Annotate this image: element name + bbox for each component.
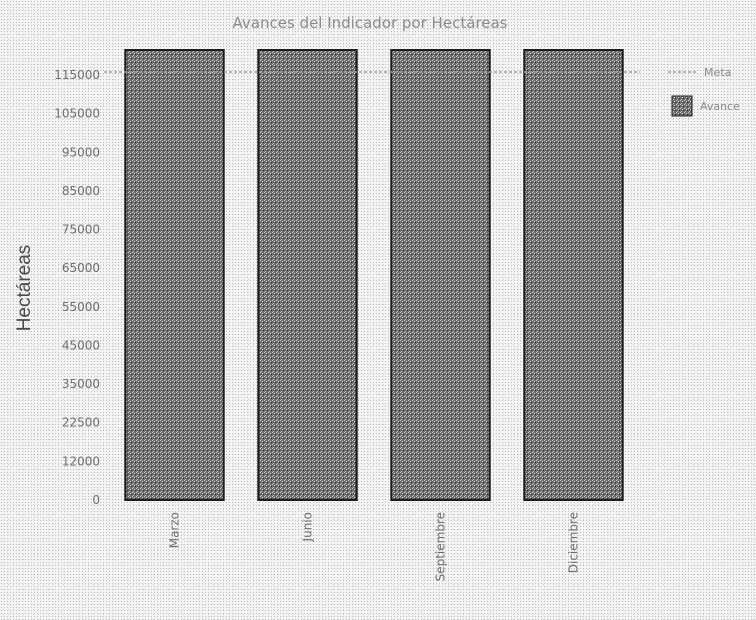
bar [523, 49, 624, 501]
y-tick-label: 35000 [62, 377, 100, 391]
bar [257, 49, 358, 501]
bar [390, 49, 491, 501]
y-tick-label: 85000 [62, 184, 100, 198]
legend: Meta Avance [668, 66, 740, 117]
y-tick-label: 45000 [62, 338, 100, 352]
y-tick-label: 95000 [62, 145, 100, 159]
x-axis-ticks: Marzo Junio Septiembre Diciembre [168, 512, 581, 581]
legend-avance-label: Avance [700, 100, 740, 113]
legend-meta-label: Meta [704, 66, 731, 79]
y-axis-ticks: 0 12000 22500 35000 45000 55000 65000 75000 8500… [54, 68, 100, 507]
y-tick-label: 105000 [54, 107, 100, 121]
y-tick-label: 55000 [62, 300, 100, 314]
y-tick-label: 115000 [54, 68, 100, 82]
chart-title: Avances del Indicador por Hectáreas [233, 14, 508, 32]
y-tick-label: 0 [92, 493, 100, 507]
y-tick-label: 12000 [62, 454, 100, 468]
y-tick-label: 22500 [62, 416, 100, 430]
x-tick-label: Septiembre [434, 512, 448, 581]
x-tick-label: Marzo [168, 512, 182, 548]
bar [124, 49, 225, 501]
bars-group [124, 49, 624, 501]
y-axis-label: Hectáreas [14, 245, 35, 332]
legend-avance-swatch [671, 95, 693, 117]
x-tick-label: Diciembre [567, 512, 581, 573]
x-tick-label: Junio [301, 512, 315, 542]
y-tick-label: 65000 [62, 261, 100, 275]
y-tick-label: 75000 [62, 223, 100, 237]
